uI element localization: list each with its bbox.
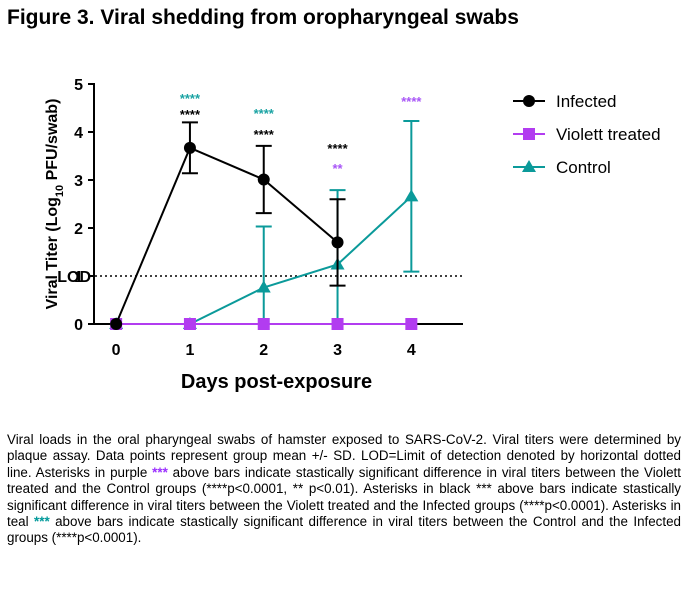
infected-point — [257, 173, 270, 186]
legend-marker — [523, 95, 535, 107]
figure-caption: Viral loads in the oral pharyngeal swabs… — [7, 432, 681, 547]
caption-text-1: Viral loads in the oral pharyngeal swabs… — [7, 432, 681, 480]
infected-point — [183, 141, 196, 154]
lod-label: LOD — [57, 269, 91, 286]
significance-asterisks: **** — [254, 106, 275, 121]
infected-series-line — [115, 146, 339, 325]
control-point — [404, 189, 419, 202]
infected-point — [110, 318, 123, 330]
violett-treated-point — [257, 318, 270, 330]
caption-text-3: above bars indicate stastically signific… — [7, 514, 681, 546]
y-tick-label: 2 — [74, 221, 83, 238]
violett-treated-point — [331, 318, 344, 330]
y-tick-label: 1 — [74, 269, 83, 286]
y-tick-label: 3 — [74, 173, 83, 190]
significance-asterisks: **** — [180, 91, 201, 106]
caption-text-2: above bars indicate stastically signific… — [7, 464, 681, 530]
significance-asterisks: **** — [327, 141, 348, 156]
y-tick-label: 4 — [74, 125, 83, 142]
caption-teal-asterisks: *** — [34, 514, 50, 530]
violett-treated-point — [405, 318, 418, 330]
caption-purple-asterisks: *** — [152, 464, 168, 480]
x-axis-title: Days post-exposure — [181, 371, 372, 393]
x-tick-label: 2 — [259, 342, 268, 359]
significance-asterisks: **** — [401, 94, 422, 109]
y-tick-label: 0 — [74, 317, 83, 334]
y-tick-label: 5 — [74, 77, 83, 94]
x-tick-label: 0 — [112, 342, 121, 359]
legend-marker — [523, 128, 535, 140]
x-tick-label: 1 — [185, 342, 194, 359]
line-chart: 0 1 2 3 4 5 0 1 2 3 4 Days post-exposure Viral Titer… — [44, 77, 661, 393]
figure-title: Figure 3. Viral shedding from oropharyng… — [7, 6, 519, 29]
x-tick-label: 4 — [407, 342, 416, 359]
significance-asterisks: **** — [180, 107, 201, 122]
control-point — [256, 280, 271, 293]
legend-label: Violett treated — [556, 125, 661, 144]
violett-treated-point — [183, 318, 196, 330]
legend-label: Infected — [556, 92, 617, 111]
significance-asterisks: **** — [254, 127, 275, 142]
x-tick-label: 3 — [333, 342, 342, 359]
significance-asterisks: ** — [332, 161, 343, 176]
legend-marker — [522, 160, 536, 172]
legend-label: Control — [556, 158, 611, 177]
infected-point — [331, 236, 344, 249]
y-axis-title: Viral Titer (Log10 PFU/swab) — [44, 99, 66, 310]
